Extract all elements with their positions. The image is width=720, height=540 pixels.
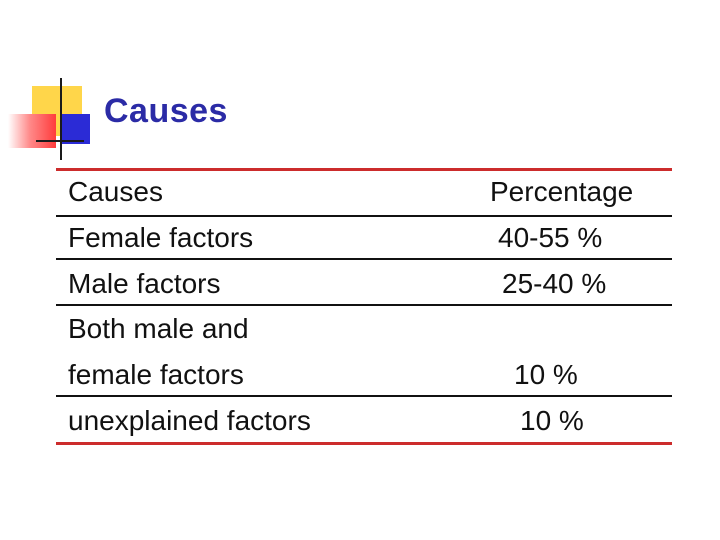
slide-bullet-logo-icon bbox=[0, 0, 110, 170]
table-rule bbox=[56, 258, 672, 260]
row-both-factors-percentage: 10 % bbox=[514, 359, 578, 390]
header-percentage: Percentage bbox=[490, 176, 634, 207]
row-unexplained-factors-cause: unexplained factors bbox=[68, 405, 311, 436]
header-causes: Causes bbox=[68, 176, 163, 207]
logo-vertical-line bbox=[60, 78, 62, 160]
row-unexplained-factors-percentage: 10 % bbox=[520, 405, 584, 436]
table-bottom-rule bbox=[56, 442, 672, 445]
logo-blue-square bbox=[60, 114, 90, 144]
table-rule bbox=[56, 395, 672, 397]
slide-title: Causes bbox=[104, 92, 228, 130]
logo-red-square bbox=[8, 114, 56, 148]
row-male-factors-percentage: 25-40 % bbox=[502, 268, 607, 299]
row-both-factors-cause-line1: Both male and bbox=[68, 313, 249, 344]
table-top-rule bbox=[56, 168, 672, 171]
table-rule bbox=[56, 215, 672, 217]
row-male-factors-cause: Male factors bbox=[68, 268, 221, 299]
table-rule bbox=[56, 304, 672, 306]
logo-horizontal-line bbox=[36, 140, 84, 142]
row-both-factors-cause-line2: female factors bbox=[68, 359, 244, 390]
row-female-factors-percentage: 40-55 % bbox=[498, 222, 603, 253]
row-female-factors-cause: Female factors bbox=[68, 222, 254, 253]
